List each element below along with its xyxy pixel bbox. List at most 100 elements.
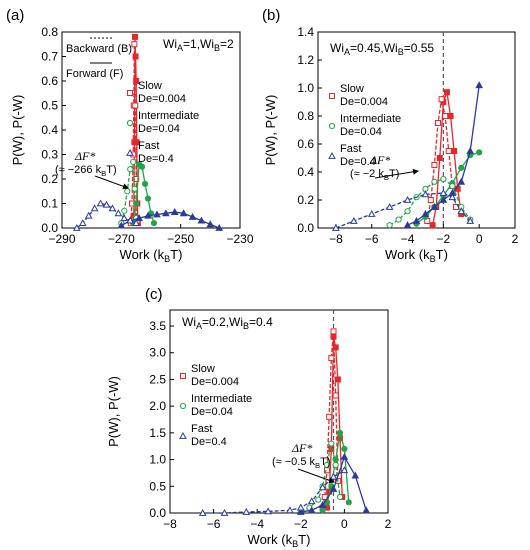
series-fast-b (72, 199, 141, 231)
data-point (96, 199, 105, 207)
y-axis-label: P(W), P(-W) (10, 95, 25, 166)
panel-c: (c) −8 −6 −4 −2 0 2 0.0 0.5 1.0 1.5 2.0 2.5 3.0 3.5 Wor… (106, 286, 392, 549)
annotation-arrow (297, 468, 335, 484)
panel-b: (b) −8 −6 −4 −2 0 2 0.0 0.2 0.4 0.6 0.8 1.0 1.2 1.4 Wor… (262, 7, 519, 264)
data-point (351, 471, 360, 479)
direction-legend: Backward (B) Forward (F) (66, 37, 132, 80)
data-point (329, 472, 338, 480)
data-point (385, 202, 394, 210)
data-point (427, 197, 434, 203)
data-point (72, 223, 81, 231)
legend-intermediate: Intermediate (191, 393, 252, 405)
data-point (386, 222, 393, 229)
legend-fast: Fast (191, 423, 212, 435)
data-point (133, 139, 140, 146)
data-point (362, 506, 371, 514)
x-tick-label: 2 (385, 517, 392, 531)
data-point (429, 222, 436, 229)
data-point (133, 78, 140, 84)
y-tick-label: 3.0 (149, 346, 166, 360)
delta-f-annotation: ΔF*(≈ −0.5 kBT) (272, 441, 335, 484)
data-point (264, 507, 272, 515)
data-point (319, 507, 326, 514)
data-point (403, 221, 412, 229)
delta-f-symbol: ΔF* (74, 149, 95, 163)
data-point (326, 413, 333, 420)
legend-fast-de: De=0.4 (138, 153, 174, 165)
series-line (321, 331, 339, 508)
x-axis-label: Work (kBT) (120, 247, 183, 264)
x-tick-label: 0 (476, 232, 483, 246)
data-point (445, 148, 452, 154)
data-point (438, 96, 445, 103)
legend-slow-de: De=0.004 (340, 96, 388, 108)
y-tick-label: 3.5 (149, 319, 166, 333)
data-point (215, 223, 224, 231)
y-tick-label: 0.6 (297, 137, 314, 151)
data-point (466, 216, 475, 224)
panel-label: (b) (262, 7, 280, 24)
series-fast-b (198, 466, 349, 516)
legend-intermediate-de: De=0.04 (191, 406, 233, 418)
legend-slow-de: De=0.004 (191, 376, 239, 388)
legend-fast-de: De=0.4 (191, 436, 227, 448)
data-point (332, 461, 339, 469)
y-tick-label: 0.8 (41, 25, 58, 39)
data-point (449, 182, 456, 190)
data-point (126, 216, 135, 224)
data-point (206, 220, 215, 228)
series-line (389, 178, 471, 226)
data-point (442, 113, 449, 119)
data-point (345, 499, 352, 506)
x-tick-label: −8 (163, 517, 177, 531)
data-point (439, 188, 448, 196)
data-point (179, 209, 188, 217)
data-point (334, 376, 341, 383)
y-tick-label: 0.8 (297, 109, 314, 123)
data-point (315, 496, 322, 503)
series-fast-b (332, 188, 475, 231)
data-point (395, 216, 402, 223)
x-tick-label: 0 (341, 517, 348, 531)
legend-slow: Slow (138, 80, 162, 92)
legend-intermediate-de: De=0.04 (340, 126, 382, 138)
legend-fast: Fast (340, 143, 361, 155)
panel-label: (c) (145, 286, 163, 303)
x-tick-label: −2 (294, 517, 308, 531)
data-point (431, 178, 438, 185)
data-point (131, 33, 138, 40)
data-point (318, 500, 327, 508)
y-axis-label: P(W), P(-W) (106, 376, 121, 447)
data-point (332, 344, 339, 351)
data-point (431, 162, 438, 168)
data-point (144, 211, 152, 219)
x-tick-label: −6 (207, 517, 221, 531)
data-point (296, 507, 305, 515)
data-point (132, 53, 139, 60)
x-tick-label: −6 (365, 232, 379, 246)
x-axis-label: Work (kBT) (385, 247, 448, 264)
legend-fast-de: De=0.4 (340, 156, 376, 168)
legend-marker-intermediate (328, 122, 336, 130)
y-tick-label: 1.0 (149, 453, 166, 467)
data-point (139, 163, 146, 170)
legend-marker-fast (126, 148, 134, 156)
plot-frame (169, 309, 389, 514)
params-label: WiA=0.45,WiB=0.55 (330, 41, 434, 57)
series-fast-f (403, 81, 484, 229)
delta-f-annotation: ΔF*(≈ −2 kBT) (350, 153, 419, 182)
data-point (349, 216, 358, 224)
data-point (132, 219, 141, 226)
legend-marker-fast (179, 431, 187, 439)
x-tick-label: −2 (437, 232, 451, 246)
y-tick-label: 2.5 (149, 372, 166, 386)
legend-marker-slow (127, 90, 133, 96)
data-point (170, 208, 179, 215)
panel-label: (a) (6, 7, 24, 24)
legend-slow-de: De=0.004 (138, 93, 186, 105)
y-tick-label: 0.4 (41, 123, 58, 137)
data-point (114, 209, 123, 217)
